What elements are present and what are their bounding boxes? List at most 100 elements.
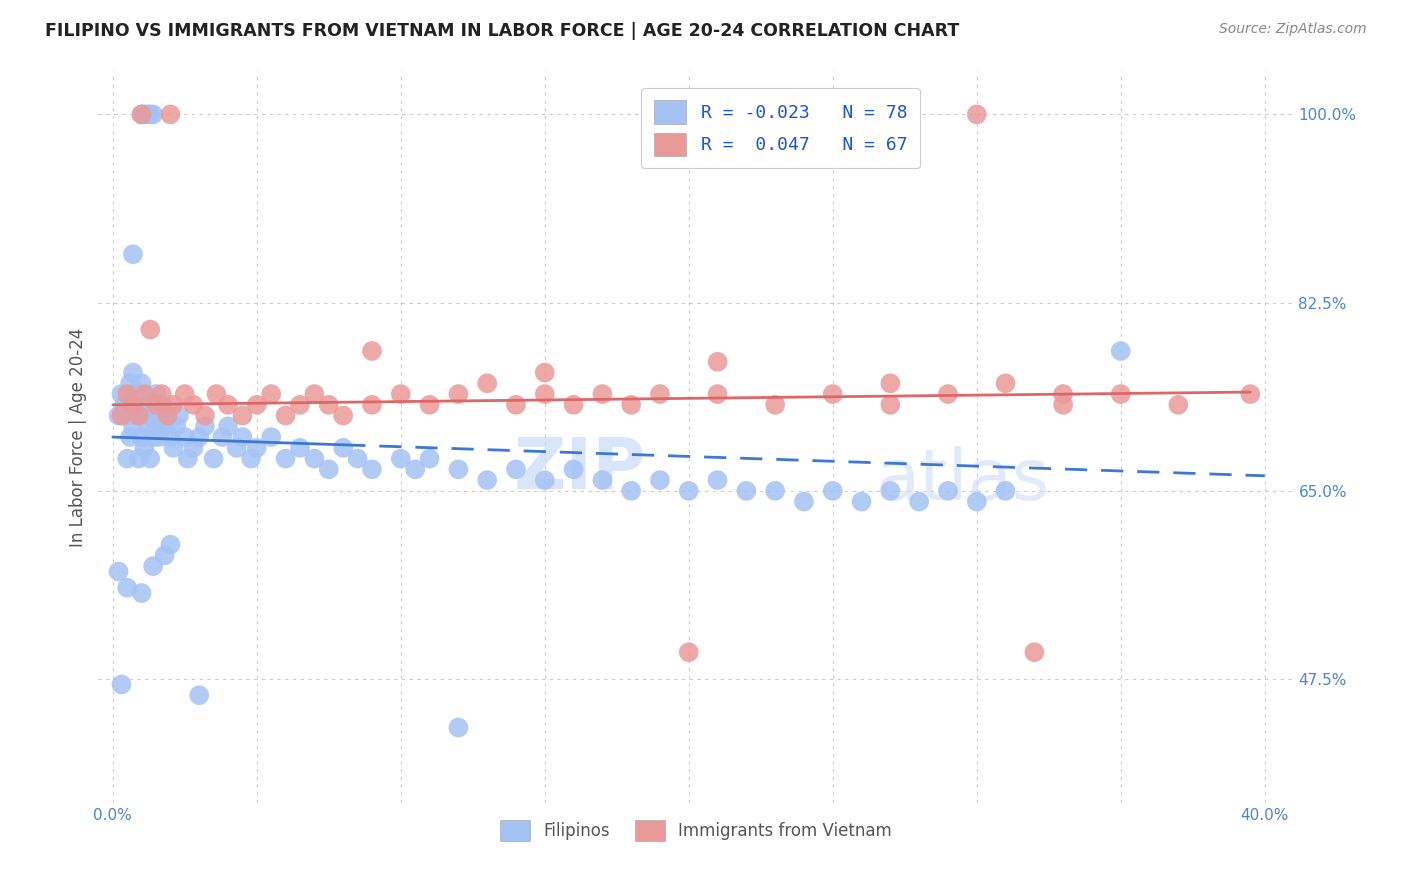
Point <box>260 430 283 444</box>
Point <box>1109 387 1132 401</box>
Text: FILIPINO VS IMMIGRANTS FROM VIETNAM IN LABOR FORCE | AGE 20-24 CORRELATION CHART: FILIPINO VS IMMIGRANTS FROM VIETNAM IN L… <box>45 22 959 40</box>
Point <box>304 451 326 466</box>
Point <box>533 387 555 401</box>
Point <box>879 483 901 498</box>
Point <box>128 409 150 423</box>
Point <box>107 409 129 423</box>
Point <box>447 721 470 735</box>
Point <box>562 462 585 476</box>
Point <box>217 398 239 412</box>
Point <box>156 409 179 423</box>
Point <box>620 483 643 498</box>
Point <box>139 322 162 336</box>
Point <box>183 441 205 455</box>
Point <box>122 398 145 412</box>
Point <box>288 398 311 412</box>
Point <box>120 430 142 444</box>
Point <box>706 473 728 487</box>
Point <box>793 494 815 508</box>
Point <box>112 398 135 412</box>
Point <box>134 409 156 423</box>
Point <box>477 473 499 487</box>
Point <box>202 451 225 466</box>
Point <box>131 376 153 391</box>
Point <box>162 441 184 455</box>
Point <box>361 398 384 412</box>
Text: atlas: atlas <box>876 446 1050 515</box>
Point <box>389 451 412 466</box>
Point <box>194 419 217 434</box>
Point <box>153 419 176 434</box>
Point <box>1109 344 1132 359</box>
Point <box>122 247 145 261</box>
Point <box>908 494 931 508</box>
Point <box>188 688 211 702</box>
Point <box>260 387 283 401</box>
Point <box>122 398 145 412</box>
Point <box>231 409 253 423</box>
Point <box>107 565 129 579</box>
Point <box>274 409 297 423</box>
Point <box>128 409 150 423</box>
Point <box>131 430 153 444</box>
Point <box>136 398 159 412</box>
Y-axis label: In Labor Force | Age 20-24: In Labor Force | Age 20-24 <box>69 327 87 547</box>
Point <box>304 387 326 401</box>
Point <box>936 483 959 498</box>
Point <box>966 494 988 508</box>
Point <box>332 441 354 455</box>
Point <box>533 473 555 487</box>
Point <box>162 398 184 412</box>
Point <box>139 409 162 423</box>
Point <box>1167 398 1189 412</box>
Point <box>159 538 181 552</box>
Point <box>134 387 156 401</box>
Point <box>205 387 228 401</box>
Point <box>122 419 145 434</box>
Point <box>167 409 190 423</box>
Point <box>361 462 384 476</box>
Point <box>706 387 728 401</box>
Point <box>562 398 585 412</box>
Point <box>821 483 844 498</box>
Point <box>318 462 340 476</box>
Point <box>217 419 239 434</box>
Point <box>159 430 181 444</box>
Point <box>763 398 786 412</box>
Text: ZIP: ZIP <box>513 434 645 504</box>
Point <box>110 677 132 691</box>
Point <box>678 483 700 498</box>
Point <box>936 387 959 401</box>
Point <box>188 430 211 444</box>
Point <box>115 451 138 466</box>
Point <box>706 355 728 369</box>
Point <box>505 462 527 476</box>
Point <box>648 473 671 487</box>
Point <box>966 107 988 121</box>
Point <box>318 398 340 412</box>
Point <box>1024 645 1046 659</box>
Point <box>763 483 786 498</box>
Point <box>142 430 165 444</box>
Point <box>173 430 195 444</box>
Point <box>145 419 167 434</box>
Point <box>1052 387 1074 401</box>
Point <box>115 409 138 423</box>
Point <box>128 451 150 466</box>
Point <box>678 645 700 659</box>
Point <box>332 409 354 423</box>
Point <box>142 409 165 423</box>
Point <box>139 451 162 466</box>
Point <box>246 398 269 412</box>
Point <box>134 441 156 455</box>
Point <box>477 376 499 391</box>
Point <box>240 451 263 466</box>
Point <box>346 451 368 466</box>
Point <box>793 107 815 121</box>
Point <box>288 441 311 455</box>
Point <box>419 451 441 466</box>
Point <box>115 581 138 595</box>
Point <box>211 430 233 444</box>
Point <box>156 409 179 423</box>
Point <box>150 387 173 401</box>
